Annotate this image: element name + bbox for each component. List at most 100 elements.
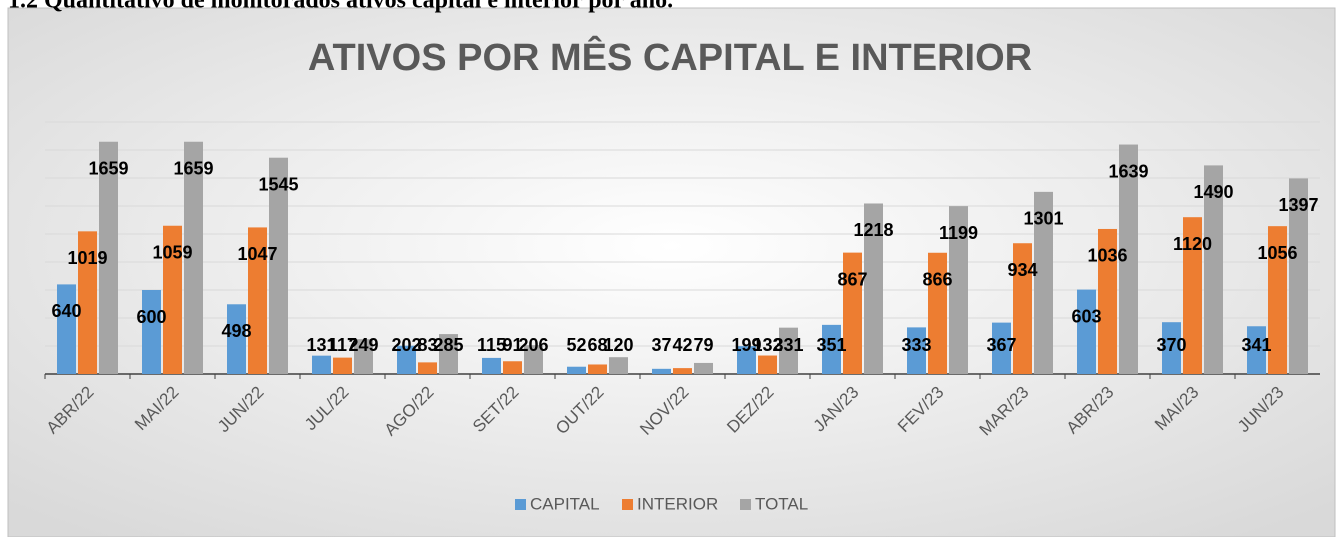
bar bbox=[779, 327, 798, 374]
data-label: 120 bbox=[603, 335, 633, 355]
data-label: 131 bbox=[306, 335, 336, 355]
section-heading: 1.2 Quantitativo de monitorados ativos c… bbox=[8, 0, 673, 14]
bar bbox=[482, 357, 501, 374]
data-label: 351 bbox=[816, 335, 846, 355]
data-label: 1218 bbox=[853, 220, 893, 240]
data-label: 1397 bbox=[1278, 195, 1318, 215]
bar bbox=[1183, 217, 1202, 374]
bar bbox=[928, 252, 947, 374]
data-label: 91 bbox=[502, 335, 522, 355]
bar bbox=[992, 322, 1011, 374]
data-label: 367 bbox=[986, 335, 1016, 355]
data-label: 285 bbox=[433, 335, 463, 355]
legend-label: CAPITAL bbox=[530, 494, 600, 513]
bar bbox=[1204, 165, 1223, 374]
data-label: 1056 bbox=[1257, 243, 1297, 263]
bar bbox=[864, 203, 883, 374]
bar bbox=[503, 361, 522, 374]
data-label: 600 bbox=[136, 307, 166, 327]
data-label: 640 bbox=[51, 301, 81, 321]
bar bbox=[1034, 191, 1053, 374]
bar bbox=[567, 366, 586, 374]
data-label: 202 bbox=[391, 335, 421, 355]
data-label: 42 bbox=[672, 335, 692, 355]
bar bbox=[418, 362, 437, 374]
data-label: 1301 bbox=[1023, 209, 1063, 229]
chart-title: ATIVOS POR MÊS CAPITAL E INTERIOR bbox=[308, 35, 1032, 79]
data-label: 331 bbox=[773, 335, 803, 355]
data-label: 79 bbox=[693, 335, 713, 355]
bar bbox=[354, 339, 373, 374]
bar bbox=[1077, 289, 1096, 374]
bar bbox=[1162, 322, 1181, 374]
data-label: 867 bbox=[837, 269, 867, 289]
data-label: 498 bbox=[221, 321, 251, 341]
data-label: 1059 bbox=[152, 242, 192, 262]
bar bbox=[1098, 228, 1117, 374]
bar bbox=[907, 327, 926, 374]
bar bbox=[737, 346, 756, 374]
bar bbox=[227, 304, 246, 374]
bar bbox=[269, 157, 288, 374]
data-label: 132 bbox=[752, 335, 782, 355]
data-label: 1639 bbox=[1108, 161, 1148, 181]
data-label: 199 bbox=[731, 335, 761, 355]
bar bbox=[333, 357, 352, 374]
legend-swatch bbox=[622, 499, 633, 510]
bar bbox=[1119, 144, 1138, 374]
bar bbox=[694, 362, 713, 374]
bar bbox=[439, 334, 458, 374]
bar bbox=[184, 141, 203, 374]
bar bbox=[1247, 326, 1266, 374]
data-label: 1047 bbox=[237, 244, 277, 264]
data-label: 603 bbox=[1071, 306, 1101, 326]
data-label: 1036 bbox=[1087, 246, 1127, 266]
bar bbox=[163, 225, 182, 374]
data-label: 37 bbox=[651, 335, 671, 355]
bar bbox=[142, 290, 161, 374]
bar bbox=[248, 227, 267, 374]
data-label: 341 bbox=[1241, 335, 1271, 355]
data-label: 333 bbox=[901, 335, 931, 355]
bar bbox=[822, 324, 841, 374]
bar bbox=[78, 231, 97, 374]
bar bbox=[524, 345, 543, 374]
bar bbox=[588, 364, 607, 374]
bar bbox=[397, 345, 416, 374]
legend-label: INTERIOR bbox=[637, 494, 718, 513]
data-label: 934 bbox=[1007, 260, 1037, 280]
data-label: 1545 bbox=[258, 174, 298, 194]
bar bbox=[312, 355, 331, 374]
data-label: 1019 bbox=[67, 248, 107, 268]
data-label: 866 bbox=[922, 270, 952, 290]
legend-swatch bbox=[740, 499, 751, 510]
data-label: 83 bbox=[417, 335, 437, 355]
bar bbox=[1013, 243, 1032, 374]
bar bbox=[673, 368, 692, 374]
data-label: 52 bbox=[566, 335, 586, 355]
data-label: 115 bbox=[477, 335, 506, 355]
data-label: 1659 bbox=[88, 158, 128, 178]
bar bbox=[99, 141, 118, 374]
bar bbox=[609, 357, 628, 374]
bar bbox=[652, 368, 671, 374]
data-label: 1120 bbox=[1173, 234, 1212, 254]
data-label: 117 bbox=[328, 335, 357, 355]
legend-swatch bbox=[515, 499, 526, 510]
bar bbox=[1268, 226, 1287, 374]
data-label: 249 bbox=[348, 335, 378, 355]
data-label: 1490 bbox=[1193, 182, 1233, 202]
bar bbox=[949, 206, 968, 374]
bar bbox=[57, 284, 76, 374]
data-label: 1659 bbox=[173, 158, 213, 178]
bar bbox=[1289, 178, 1308, 374]
bar bbox=[843, 252, 862, 374]
bar bbox=[758, 355, 777, 374]
data-label: 370 bbox=[1156, 335, 1186, 355]
data-label: 1199 bbox=[939, 223, 978, 243]
data-label: 206 bbox=[518, 335, 548, 355]
data-label: 68 bbox=[587, 335, 607, 355]
legend-label: TOTAL bbox=[755, 494, 808, 513]
